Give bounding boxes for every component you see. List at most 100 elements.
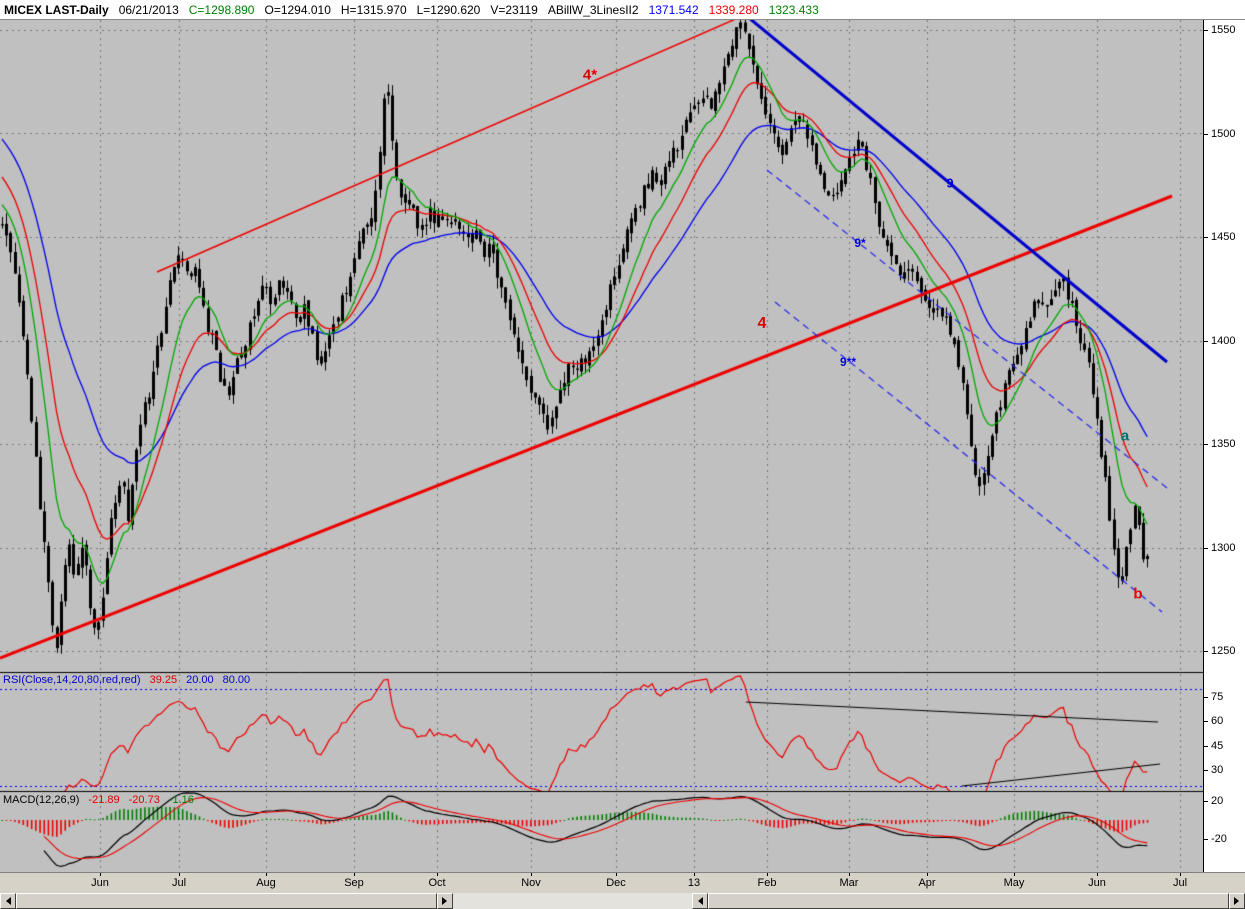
axis-tick-mark <box>1204 444 1208 445</box>
scroll-left-icon <box>2 897 11 905</box>
annotation-overlay: 4* 4 9 9* 9** a b <box>582 66 1143 603</box>
wave-annotation-label[interactable]: 9 <box>946 175 954 191</box>
axis-tick-mark <box>1204 697 1208 698</box>
header-close-value: C=1298.890 <box>188 2 255 17</box>
month-label: Mar <box>839 877 859 889</box>
month-label: Jun <box>91 877 109 889</box>
scroll-right-icon <box>442 897 451 905</box>
scroll-left-button-2[interactable] <box>692 893 708 909</box>
axis-tick-mark <box>1204 133 1208 135</box>
header-low-value: L=1290.620 <box>416 2 481 17</box>
wave-annotation-label[interactable]: 9* <box>854 236 866 250</box>
axis-tick-mark <box>1204 769 1208 771</box>
rsi-panel-label: RSI(Close,14,20,80,red,red) 39.25 20.00 … <box>3 674 250 686</box>
month-tick-mark <box>354 873 355 876</box>
axis-tick-mark <box>1204 30 1208 31</box>
month-label: Jul <box>1172 877 1188 889</box>
month-tick-mark <box>179 873 180 876</box>
scroll-right-icon <box>1234 897 1243 905</box>
scroll-right-button[interactable] <box>437 893 453 909</box>
month-tick-mark <box>616 873 617 876</box>
month-tick-mark <box>1180 873 1181 876</box>
month-tick-mark <box>1097 873 1098 876</box>
axis-tick-mark <box>1204 745 1208 747</box>
month-tick-mark <box>531 873 532 876</box>
scroll-left-icon <box>694 897 703 905</box>
macd-indicator-name: MACD(12,26,9) <box>3 794 80 806</box>
macd-value: -21.89 <box>88 794 120 806</box>
wave-annotation-label[interactable]: a <box>1120 427 1130 445</box>
month-label: 13 <box>687 877 701 889</box>
axis-tick-label: 45 <box>1211 739 1224 752</box>
macd-hist-value: -1.16 <box>168 794 194 806</box>
axis-tick-label: 1300 <box>1211 541 1236 554</box>
rsi-indicator-name: RSI(Close,14,20,80,red,red) <box>3 674 141 686</box>
axis-tick-label: 1450 <box>1211 231 1236 243</box>
axis-tick-mark <box>1204 237 1208 238</box>
axis-tick-label: 75 <box>1211 691 1224 703</box>
month-tick-mark <box>437 873 438 876</box>
symbol-title: MICEX LAST-Daily <box>4 2 109 17</box>
rsi-value: 39.25 <box>149 674 178 686</box>
month-tick-mark <box>767 873 768 876</box>
macd-signal-value: -20.73 <box>128 794 160 806</box>
month-tick-mark <box>694 873 695 876</box>
rsi-high-level: 80.00 <box>222 674 251 686</box>
scroll-right-button-2[interactable] <box>1229 893 1245 909</box>
time-axis: Jun Jul Aug Sep Oct Nov Dec 13 Feb Mar Apr May Jun Ju… <box>0 872 1245 893</box>
axis-tick-label: 1350 <box>1211 438 1236 450</box>
axis-tick-mark <box>1204 651 1208 652</box>
month-label: Aug <box>256 877 276 889</box>
wave-annotation-label[interactable]: 4 <box>757 315 767 332</box>
wave-annotation-label[interactable]: b <box>1133 585 1143 603</box>
scrollbar-track[interactable] <box>453 893 692 909</box>
month-tick-mark <box>927 873 928 876</box>
axis-tick-mark <box>1204 721 1208 723</box>
macd-panel-label: MACD(12,26,9) -21.89 -20.73 -1.16 <box>3 794 194 806</box>
ma-fast-value: 1323.433 <box>768 2 819 17</box>
rsi-low-level: 20.00 <box>186 674 214 686</box>
header-open-value: O=1294.010 <box>264 2 331 17</box>
month-label: Dec <box>606 877 626 889</box>
ma-medium-value: 1339.280 <box>708 2 759 17</box>
axis-tick-label: -20 <box>1211 833 1227 845</box>
month-label: May <box>1003 877 1025 889</box>
axis-tick-label: 1400 <box>1211 334 1236 347</box>
ma-slow-value: 1371.542 <box>648 2 699 17</box>
axis-tick-mark <box>1204 340 1208 342</box>
wave-annotation-label[interactable]: 4* <box>582 66 598 84</box>
indicator-name-label: ABillW_3LinesII2 <box>547 2 639 17</box>
axis-tick-label: 1250 <box>1211 645 1236 657</box>
month-tick-mark <box>266 873 267 876</box>
month-label: Apr <box>918 877 936 889</box>
scroll-left-button[interactable] <box>0 893 16 909</box>
month-label: Oct <box>428 877 446 889</box>
chart-header-bar: MICEX LAST-Daily 06/21/2013 C=1298.890 O… <box>0 0 1245 20</box>
horizontal-scrollbar <box>0 893 1245 909</box>
month-label: Feb <box>757 877 777 889</box>
wave-annotation-label[interactable]: 9** <box>839 355 857 369</box>
month-label: Jul <box>171 877 187 889</box>
scrollbar-thumb[interactable] <box>16 893 437 909</box>
scrollbar-thumb-2[interactable] <box>708 893 1229 909</box>
header-high-value: H=1315.970 <box>340 2 407 17</box>
axis-tick-label: 1550 <box>1211 24 1236 36</box>
month-label: Jun <box>1088 877 1106 889</box>
month-tick-mark <box>849 873 850 876</box>
axis-tick-mark <box>1204 839 1208 840</box>
month-tick-mark <box>100 873 101 876</box>
price-chart-canvas[interactable] <box>0 20 1203 872</box>
month-label: Nov <box>521 877 541 889</box>
axis-tick-mark <box>1204 801 1208 802</box>
header-volume-value: V=23119 <box>490 2 538 17</box>
axis-tick-label: 1500 <box>1211 127 1236 140</box>
axis-tick-label: 60 <box>1211 715 1224 728</box>
header-date: 06/21/2013 <box>118 2 179 17</box>
month-label: Sep <box>344 877 364 889</box>
axis-tick-label: 20 <box>1211 795 1224 807</box>
month-tick-mark <box>1014 873 1015 876</box>
axis-tick-label: 30 <box>1211 763 1224 776</box>
axis-tick-mark <box>1204 547 1208 549</box>
price-axis: 1550 1500 1450 1400 1350 1300 1250 75 60 45 30 20 -2… <box>1203 20 1245 872</box>
